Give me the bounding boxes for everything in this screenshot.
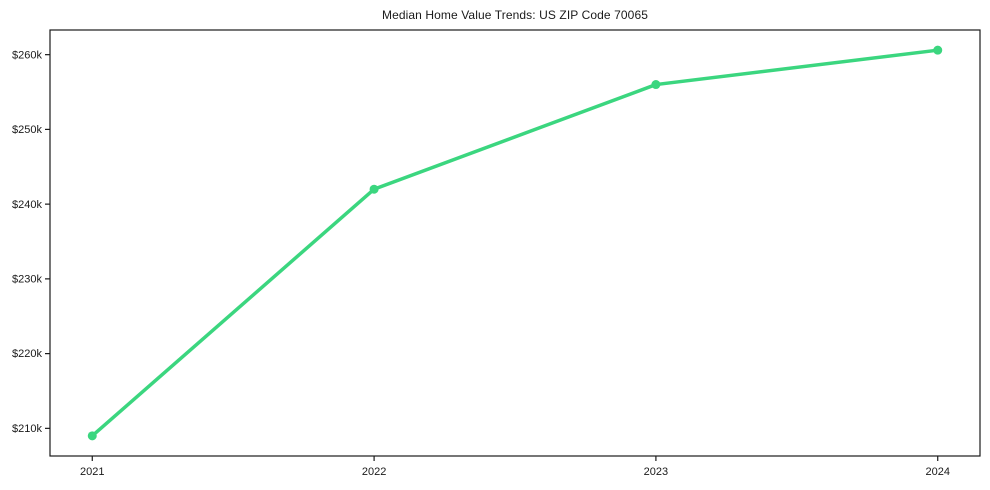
chart-title: Median Home Value Trends: US ZIP Code 70… bbox=[381, 8, 648, 22]
x-tick-label: 2021 bbox=[80, 466, 104, 478]
y-tick-label: $250k bbox=[12, 124, 42, 136]
data-point-marker bbox=[651, 80, 661, 90]
x-tick-label: 2023 bbox=[644, 466, 668, 478]
x-tick-label: 2022 bbox=[362, 466, 386, 478]
y-tick-label: $230k bbox=[12, 274, 42, 286]
data-point-marker bbox=[369, 184, 379, 194]
x-tick-label: 2024 bbox=[925, 466, 949, 478]
series-line bbox=[90, 48, 940, 438]
y-tick-label: $240k bbox=[12, 199, 42, 211]
y-tick-label: $260k bbox=[12, 49, 42, 61]
axes-spines bbox=[49, 29, 981, 457]
y-tick-label: $210k bbox=[12, 423, 42, 435]
data-point-marker bbox=[933, 45, 943, 55]
data-point-marker bbox=[87, 431, 97, 441]
y-tick-label: $220k bbox=[12, 348, 42, 360]
